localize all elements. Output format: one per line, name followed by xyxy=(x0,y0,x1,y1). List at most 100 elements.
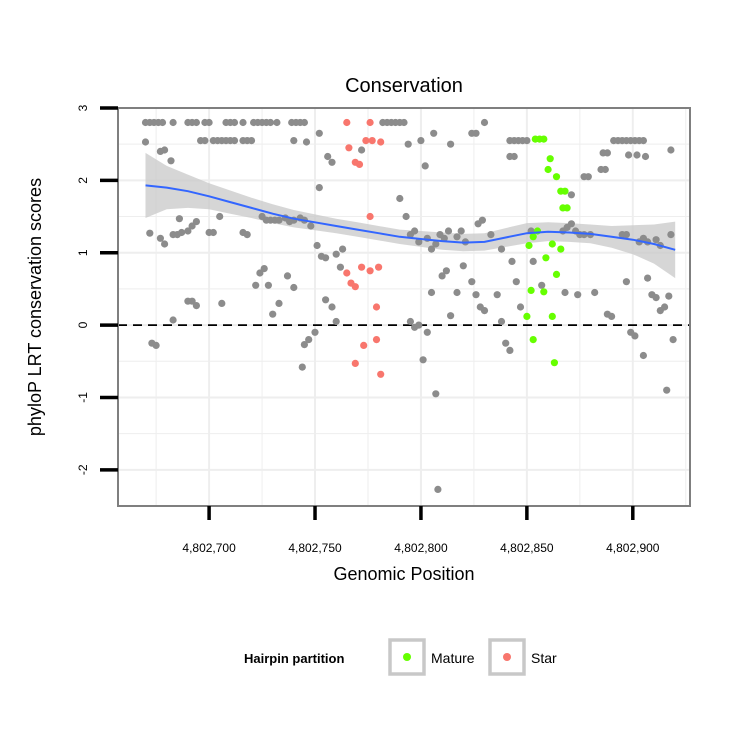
x-tick-label: 4,802,800 xyxy=(394,541,448,555)
smooth-trend-line xyxy=(145,184,676,251)
x-tick-label: 4,802,850 xyxy=(500,541,554,555)
data-point-other xyxy=(434,485,442,493)
data-point-other xyxy=(230,137,239,145)
data-point-other xyxy=(417,137,425,145)
legend-label-mature: Mature xyxy=(431,650,475,666)
smooth-line-layer xyxy=(145,184,676,251)
data-point-other xyxy=(423,328,431,336)
data-point-star xyxy=(372,336,381,344)
data-point-other xyxy=(415,321,423,329)
data-point-other xyxy=(252,281,260,289)
data-point-star xyxy=(355,160,364,168)
data-point-other xyxy=(161,146,169,154)
y-tick-label: -2 xyxy=(76,464,90,475)
data-point-other xyxy=(146,229,154,237)
data-point-other xyxy=(561,288,569,297)
data-point-star xyxy=(377,138,385,146)
y-tick-label: 3 xyxy=(76,104,90,111)
y-tick-label: 0 xyxy=(76,321,90,328)
data-point-other xyxy=(328,303,336,311)
y-tick-label: 1 xyxy=(76,249,90,256)
data-point-other xyxy=(665,292,673,300)
data-point-other xyxy=(667,231,675,239)
data-point-mature xyxy=(523,312,531,320)
data-point-star xyxy=(377,370,385,378)
data-point-other xyxy=(453,288,461,297)
data-point-other xyxy=(567,220,576,228)
data-point-other xyxy=(332,317,340,326)
data-point-mature xyxy=(550,359,559,367)
data-point-other xyxy=(444,227,453,235)
data-point-star xyxy=(362,137,370,145)
data-point-other xyxy=(305,336,313,344)
data-point-other xyxy=(339,245,347,253)
data-point-other xyxy=(497,245,506,253)
data-point-other xyxy=(188,222,196,230)
data-point-other xyxy=(243,231,251,239)
legend-marker-mature xyxy=(403,653,411,661)
data-point-other xyxy=(396,194,404,203)
x-tick-label: 4,802,750 xyxy=(288,541,342,555)
data-point-other xyxy=(427,288,436,297)
data-point-other xyxy=(192,118,200,127)
data-point-other xyxy=(661,303,669,311)
data-point-mature xyxy=(540,135,548,143)
axis-layer: 4,802,700 4,802,750 4,802,800 4,802,850 4,80… xyxy=(76,104,660,555)
data-point-other xyxy=(230,118,239,127)
data-point-other xyxy=(625,151,633,159)
data-point-other xyxy=(480,307,489,315)
data-point-other xyxy=(652,236,660,244)
y-axis-title: phyloP LRT conservation scores xyxy=(25,178,45,436)
data-point-other xyxy=(415,238,423,246)
data-point-other xyxy=(324,152,332,161)
data-point-other xyxy=(432,390,440,398)
data-point-other xyxy=(457,227,465,235)
data-point-other xyxy=(188,297,196,305)
data-point-other xyxy=(152,341,160,349)
data-point-star xyxy=(343,269,351,277)
data-point-other xyxy=(311,328,319,336)
data-point-other xyxy=(141,138,150,146)
data-point-mature xyxy=(548,240,556,248)
data-point-other xyxy=(406,317,414,326)
y-tick-label: -1 xyxy=(76,392,90,403)
data-point-other xyxy=(167,157,175,165)
data-point-other xyxy=(430,129,438,137)
data-point-other xyxy=(567,191,576,199)
data-point-other xyxy=(421,162,429,170)
legend-title: Hairpin partition xyxy=(244,651,344,666)
data-point-other xyxy=(161,240,169,248)
data-point-other xyxy=(275,299,283,307)
data-point-other xyxy=(300,341,308,349)
data-point-mature xyxy=(563,204,571,212)
legend: Hairpin partition Mature Star xyxy=(244,638,557,676)
data-point-other xyxy=(641,152,650,161)
data-point-other xyxy=(497,317,506,326)
data-point-other xyxy=(192,302,200,310)
data-point-other xyxy=(663,386,671,394)
data-point-mature xyxy=(544,165,552,174)
data-point-other xyxy=(502,339,510,347)
data-point-other xyxy=(275,216,283,224)
data-point-other xyxy=(158,118,167,127)
data-point-other xyxy=(269,310,277,318)
data-point-other xyxy=(332,250,340,258)
chart-title: Conservation xyxy=(345,75,463,97)
data-point-star xyxy=(366,212,374,221)
data-point-other xyxy=(404,140,412,148)
data-point-star xyxy=(360,341,368,349)
data-point-other xyxy=(313,241,321,250)
x-axis-title: Genomic Position xyxy=(333,564,474,584)
data-point-other xyxy=(315,129,323,137)
data-point-other xyxy=(508,257,516,265)
data-point-other xyxy=(608,312,616,320)
data-point-star xyxy=(366,118,374,127)
data-point-other xyxy=(468,278,476,286)
x-tick-label: 4,802,700 xyxy=(182,541,236,555)
data-point-other xyxy=(169,316,177,324)
data-point-mature xyxy=(561,187,569,195)
points-layer xyxy=(141,118,677,493)
data-point-other xyxy=(480,118,489,127)
data-point-other xyxy=(419,356,427,364)
